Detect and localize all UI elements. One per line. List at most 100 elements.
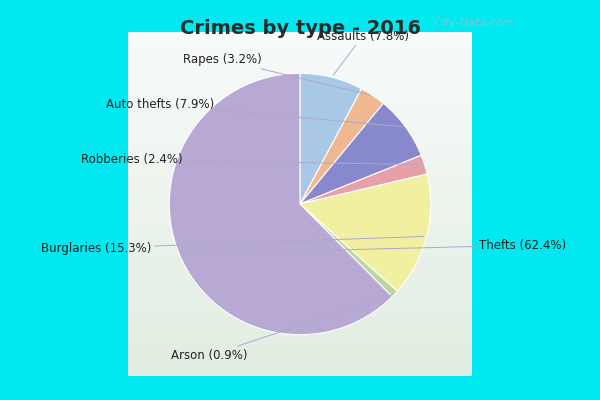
Wedge shape: [300, 73, 362, 204]
Bar: [128, 245, 472, 247]
Bar: [128, 360, 472, 362]
Bar: [128, 355, 472, 357]
Bar: [128, 357, 472, 359]
Bar: [128, 280, 472, 282]
Bar: [128, 294, 472, 295]
Wedge shape: [300, 155, 427, 204]
Bar: [128, 37, 472, 39]
Bar: [128, 238, 472, 240]
Bar: [128, 371, 472, 372]
Bar: [128, 271, 472, 273]
Bar: [128, 256, 472, 257]
Bar: [128, 330, 472, 331]
Bar: [128, 211, 472, 213]
Bar: [128, 135, 472, 137]
Bar: [128, 311, 472, 312]
Bar: [128, 342, 472, 343]
Bar: [128, 347, 472, 348]
Bar: [128, 345, 472, 347]
Bar: [128, 171, 472, 173]
Bar: [128, 261, 472, 262]
Bar: [128, 151, 472, 152]
Bar: [128, 298, 472, 300]
Bar: [128, 108, 472, 109]
Bar: [128, 123, 472, 125]
Bar: [128, 122, 472, 123]
Bar: [128, 244, 472, 245]
Bar: [128, 164, 472, 166]
Bar: [128, 218, 472, 220]
Bar: [128, 197, 472, 199]
Bar: [128, 286, 472, 288]
Bar: [128, 321, 472, 323]
Bar: [128, 142, 472, 144]
Bar: [128, 252, 472, 254]
Bar: [128, 183, 472, 185]
Bar: [128, 350, 472, 352]
Bar: [128, 116, 472, 118]
Bar: [128, 54, 472, 56]
Bar: [128, 46, 472, 48]
Bar: [128, 44, 472, 46]
Bar: [128, 61, 472, 63]
Bar: [128, 65, 472, 66]
Bar: [128, 126, 472, 128]
Text: Thefts (62.4%): Thefts (62.4%): [182, 239, 566, 254]
Wedge shape: [300, 89, 383, 204]
Bar: [128, 60, 472, 61]
Bar: [128, 176, 472, 178]
Bar: [128, 309, 472, 311]
Bar: [128, 194, 472, 196]
Bar: [128, 113, 472, 114]
Bar: [128, 269, 472, 271]
Bar: [128, 233, 472, 235]
Bar: [128, 42, 472, 44]
Bar: [128, 282, 472, 283]
Wedge shape: [169, 73, 392, 335]
Bar: [128, 226, 472, 228]
Bar: [128, 144, 472, 146]
Wedge shape: [300, 103, 421, 204]
Text: City-Data.com: City-Data.com: [427, 18, 513, 28]
Bar: [128, 288, 472, 290]
Bar: [128, 213, 472, 214]
Bar: [128, 118, 472, 120]
Bar: [128, 364, 472, 366]
Bar: [128, 89, 472, 90]
Bar: [128, 242, 472, 244]
Bar: [128, 297, 472, 298]
Bar: [128, 290, 472, 292]
Bar: [128, 40, 472, 42]
Bar: [128, 39, 472, 41]
Bar: [128, 146, 472, 147]
Bar: [128, 266, 472, 268]
Bar: [128, 262, 472, 264]
Text: Assaults (7.8%): Assaults (7.8%): [317, 30, 409, 75]
Bar: [128, 109, 472, 111]
Bar: [128, 84, 472, 85]
Bar: [128, 111, 472, 113]
Bar: [128, 359, 472, 360]
Bar: [128, 130, 472, 132]
Bar: [128, 202, 472, 204]
Bar: [128, 75, 472, 77]
Bar: [128, 173, 472, 175]
Bar: [128, 237, 472, 238]
Bar: [128, 140, 472, 142]
Bar: [128, 53, 472, 54]
Bar: [128, 187, 472, 188]
Bar: [128, 58, 472, 60]
Bar: [128, 220, 472, 221]
Bar: [128, 366, 472, 367]
Bar: [128, 257, 472, 259]
Bar: [128, 166, 472, 168]
Bar: [128, 326, 472, 328]
Bar: [128, 139, 472, 140]
Bar: [128, 32, 472, 34]
Bar: [128, 63, 472, 65]
Bar: [128, 328, 472, 330]
Bar: [128, 250, 472, 252]
Wedge shape: [300, 204, 397, 297]
Bar: [128, 338, 472, 340]
Bar: [128, 306, 472, 307]
